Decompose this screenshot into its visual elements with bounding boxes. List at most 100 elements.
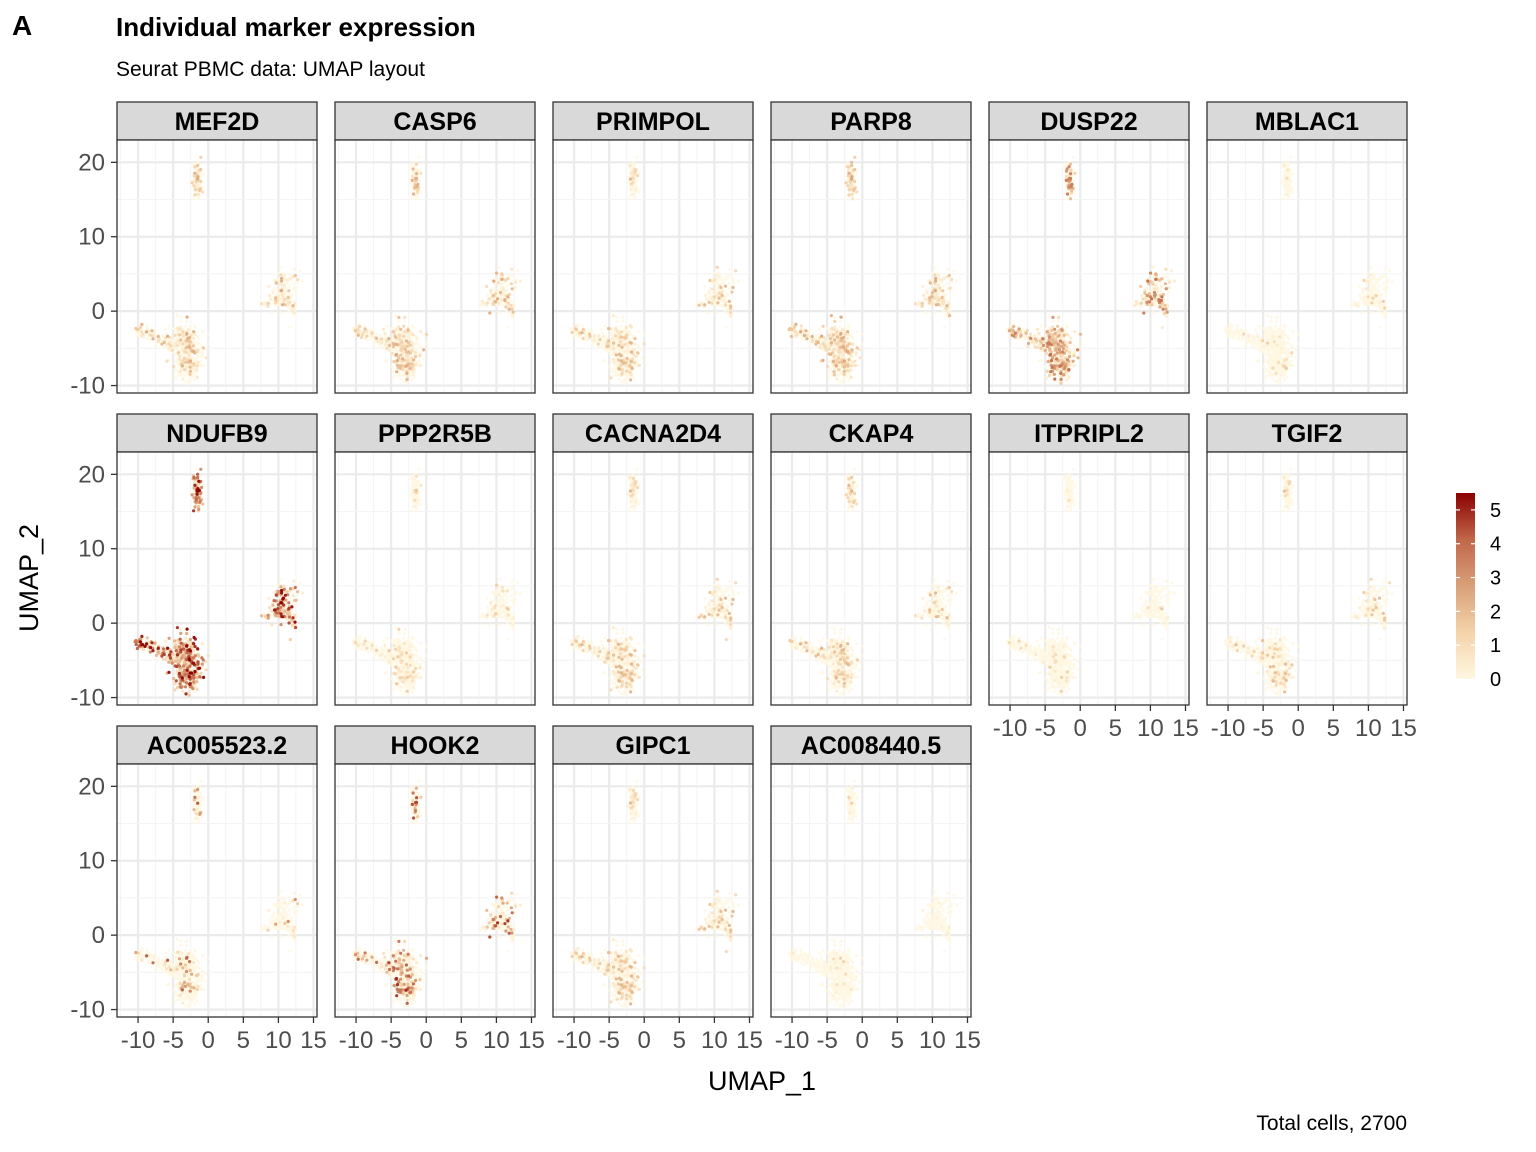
cell-point bbox=[293, 301, 297, 305]
cell-point bbox=[395, 363, 399, 367]
cell-point bbox=[1272, 360, 1276, 364]
cell-point bbox=[200, 351, 204, 355]
cell-point bbox=[619, 335, 623, 339]
cell-point bbox=[1026, 341, 1031, 345]
cell-point bbox=[1017, 324, 1021, 328]
cell-point bbox=[617, 352, 622, 357]
cell-point bbox=[279, 273, 283, 277]
panel-background bbox=[771, 140, 971, 393]
cell-point bbox=[188, 340, 192, 344]
cell-point bbox=[173, 333, 177, 337]
cell-point bbox=[1051, 315, 1055, 319]
cell-point bbox=[1283, 332, 1287, 337]
cell-point bbox=[399, 353, 403, 357]
facet-strip-label: CASP6 bbox=[393, 108, 476, 136]
cell-point bbox=[414, 340, 418, 345]
cell-point bbox=[615, 315, 619, 319]
cell-point bbox=[192, 330, 196, 334]
cell-point bbox=[415, 172, 419, 176]
cell-point bbox=[410, 178, 414, 182]
cell-point bbox=[1070, 182, 1074, 186]
cell-point bbox=[506, 277, 510, 281]
cell-point bbox=[189, 333, 193, 337]
cell-point bbox=[1278, 371, 1282, 375]
cell-point bbox=[715, 265, 719, 269]
cell-point bbox=[621, 319, 625, 324]
cell-point bbox=[1047, 314, 1051, 318]
cell-point bbox=[1161, 307, 1165, 311]
cell-point bbox=[810, 334, 814, 339]
cell-point bbox=[720, 294, 724, 298]
cell-point bbox=[847, 171, 851, 175]
cell-point bbox=[1294, 356, 1298, 360]
cell-point bbox=[697, 303, 701, 307]
cell-point bbox=[1061, 350, 1065, 354]
cell-point bbox=[1142, 311, 1146, 315]
cell-point bbox=[413, 176, 418, 181]
panel-background bbox=[335, 140, 535, 393]
cell-point bbox=[198, 363, 202, 367]
cell-point bbox=[848, 180, 852, 184]
cell-point bbox=[196, 340, 200, 345]
cell-point bbox=[193, 188, 197, 192]
cell-point bbox=[150, 329, 154, 333]
cell-point bbox=[403, 347, 407, 352]
cell-point bbox=[799, 336, 803, 341]
cell-point bbox=[497, 273, 501, 277]
cell-point bbox=[853, 364, 857, 368]
cell-point bbox=[497, 265, 501, 269]
cell-point bbox=[620, 345, 624, 349]
cell-point bbox=[409, 375, 413, 379]
cell-point bbox=[573, 327, 578, 331]
cell-point bbox=[514, 278, 518, 282]
cell-point bbox=[1030, 340, 1034, 344]
cell-point bbox=[504, 281, 508, 285]
cell-point bbox=[408, 332, 412, 336]
cell-point bbox=[1257, 348, 1261, 352]
cell-point bbox=[1289, 155, 1293, 159]
cell-point bbox=[186, 378, 191, 382]
cell-point bbox=[401, 368, 405, 372]
cell-point bbox=[721, 297, 725, 301]
cell-point bbox=[1263, 330, 1267, 334]
cell-point bbox=[397, 319, 401, 323]
cell-point bbox=[183, 368, 187, 372]
cell-point bbox=[375, 336, 379, 340]
cell-point bbox=[179, 319, 183, 323]
cell-point bbox=[860, 332, 865, 336]
cell-point bbox=[139, 330, 143, 334]
cell-point bbox=[405, 381, 409, 385]
cell-point bbox=[145, 330, 149, 334]
cell-point bbox=[367, 328, 371, 332]
cell-point bbox=[419, 190, 423, 194]
cell-point bbox=[1065, 378, 1069, 382]
cell-point bbox=[184, 342, 188, 346]
cell-point bbox=[167, 324, 171, 328]
cell-point bbox=[592, 338, 596, 342]
cell-point bbox=[719, 285, 723, 290]
cell-point bbox=[363, 327, 367, 331]
cell-point bbox=[1059, 377, 1063, 381]
cell-point bbox=[1251, 345, 1255, 349]
cell-point bbox=[266, 304, 270, 308]
cell-point bbox=[623, 342, 627, 347]
cell-point bbox=[941, 298, 946, 303]
cell-point bbox=[1154, 277, 1158, 281]
cell-point bbox=[266, 301, 270, 305]
cell-point bbox=[1280, 343, 1284, 347]
cell-point bbox=[728, 314, 733, 318]
cell-point bbox=[353, 329, 358, 333]
cell-point bbox=[1057, 347, 1061, 352]
cell-point bbox=[1266, 346, 1270, 350]
cell-point bbox=[495, 277, 499, 282]
cell-point bbox=[1271, 363, 1275, 367]
cell-point bbox=[188, 372, 192, 376]
cell-point bbox=[206, 342, 210, 346]
cell-point bbox=[410, 336, 414, 341]
cell-point bbox=[846, 336, 850, 341]
cell-point bbox=[1285, 186, 1290, 190]
cell-point bbox=[380, 340, 384, 345]
cell-point bbox=[1154, 272, 1158, 276]
cell-point bbox=[198, 354, 202, 358]
cell-point bbox=[1276, 328, 1280, 332]
